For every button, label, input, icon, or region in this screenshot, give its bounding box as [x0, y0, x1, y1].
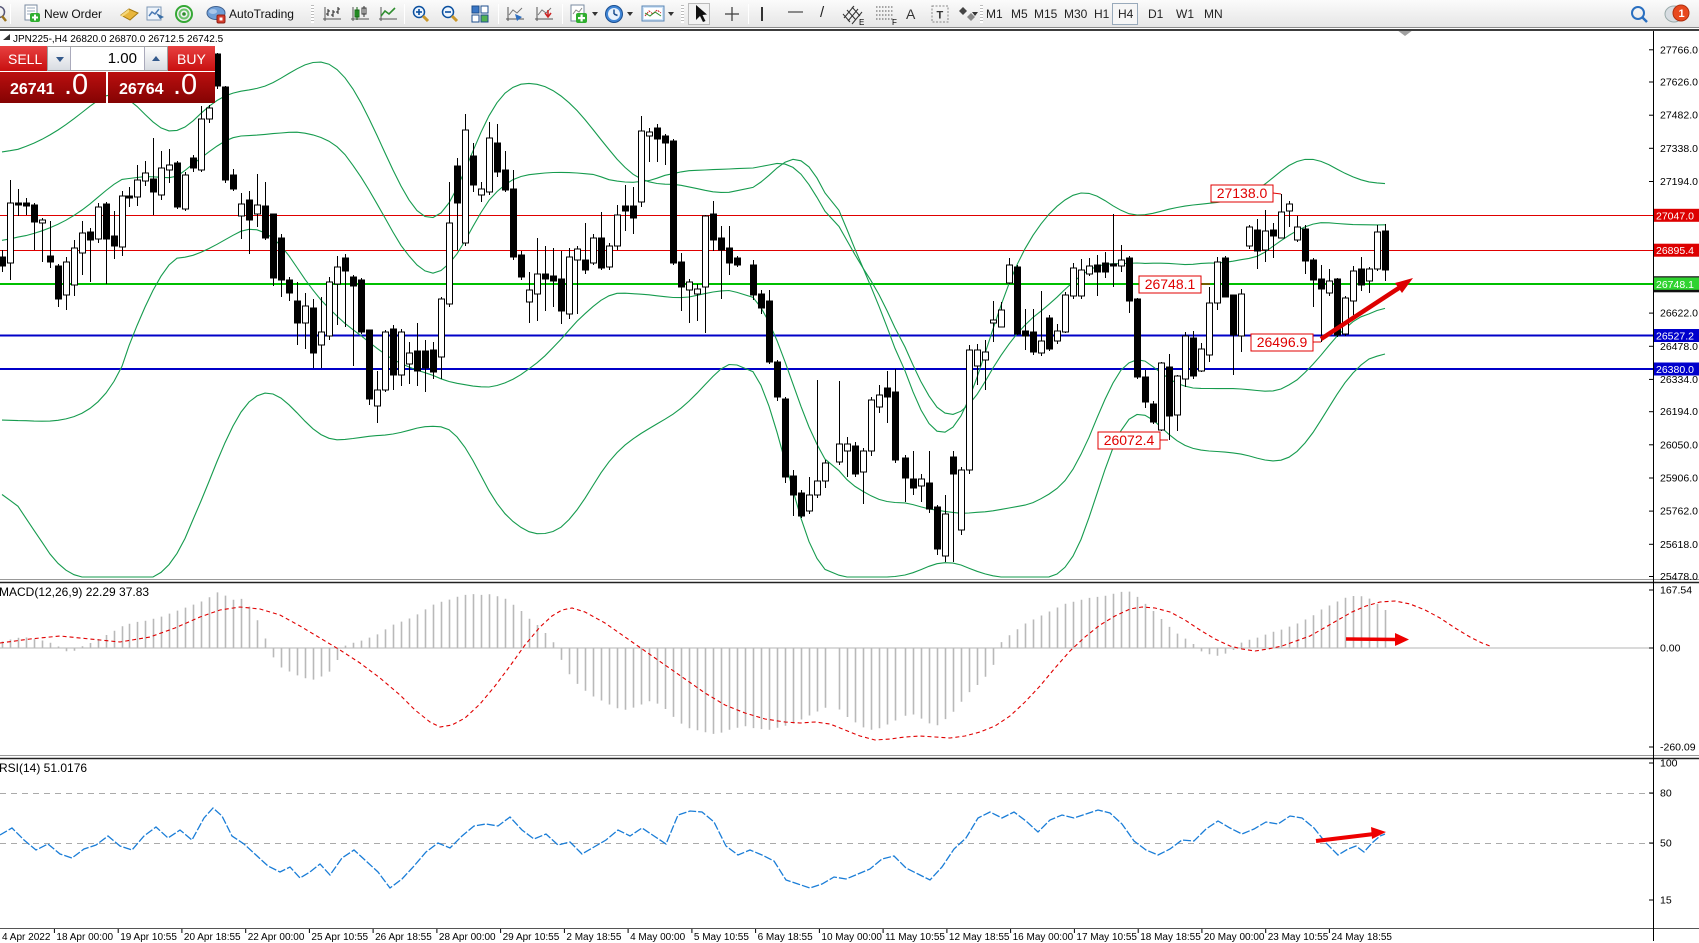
svg-text:4 May 00:00: 4 May 00:00	[630, 932, 685, 943]
svg-text:27338.0: 27338.0	[1660, 143, 1698, 155]
svg-text:25906.0: 25906.0	[1660, 473, 1698, 485]
svg-text:2 May 18:55: 2 May 18:55	[566, 932, 621, 943]
svg-text:27626.0: 27626.0	[1660, 77, 1698, 89]
svg-text:23 May 10:55: 23 May 10:55	[1268, 932, 1329, 943]
svg-text:26334.0: 26334.0	[1660, 374, 1698, 386]
svg-text:26380.0: 26380.0	[1656, 364, 1694, 376]
svg-text:29 Apr 10:55: 29 Apr 10:55	[503, 932, 560, 943]
svg-text:26072.4: 26072.4	[1104, 432, 1155, 448]
svg-text:50: 50	[1660, 838, 1672, 850]
svg-text:18 May 18:55: 18 May 18:55	[1140, 932, 1201, 943]
svg-text:JPN225-,H4 26820.0 26870.0 26: JPN225-,H4 26820.0 26870.0 26712.5 26742…	[13, 34, 224, 45]
svg-text:T: T	[937, 10, 944, 22]
svg-text:0.00: 0.00	[1660, 643, 1681, 655]
svg-text:26194.0: 26194.0	[1660, 406, 1698, 418]
svg-text:27482.0: 27482.0	[1660, 110, 1698, 122]
svg-text:22 Apr 00:00: 22 Apr 00:00	[248, 932, 305, 943]
svg-text:16 May 00:00: 16 May 00:00	[1013, 932, 1074, 943]
svg-text:167.54: 167.54	[1660, 585, 1692, 597]
svg-text:27138.0: 27138.0	[1217, 185, 1268, 201]
svg-text:25762.0: 25762.0	[1660, 506, 1698, 518]
svg-text:F: F	[892, 18, 897, 26]
svg-text:MACD(12,26,9) 22.29 37.83: MACD(12,26,9) 22.29 37.83	[0, 585, 149, 599]
svg-text:26050.0: 26050.0	[1660, 439, 1698, 451]
svg-text:12 May 18:55: 12 May 18:55	[949, 932, 1010, 943]
svg-text:100: 100	[1660, 758, 1678, 770]
svg-text:27047.0: 27047.0	[1656, 210, 1694, 222]
svg-text:27766.0: 27766.0	[1660, 44, 1698, 56]
svg-text:24 May 18:55: 24 May 18:55	[1331, 932, 1392, 943]
svg-text:26527.2: 26527.2	[1656, 331, 1694, 343]
svg-text:26748.1: 26748.1	[1145, 276, 1196, 292]
svg-text:20 Apr 18:55: 20 Apr 18:55	[184, 932, 241, 943]
svg-text:20 May 00:00: 20 May 00:00	[1204, 932, 1265, 943]
svg-text:6 May 18:55: 6 May 18:55	[758, 932, 813, 943]
svg-text:26895.4: 26895.4	[1656, 245, 1694, 257]
svg-text:25478.0: 25478.0	[1660, 571, 1698, 583]
svg-text:RSI(14) 51.0176: RSI(14) 51.0176	[0, 761, 87, 775]
svg-text:E: E	[859, 18, 864, 26]
svg-text:26496.9: 26496.9	[1257, 334, 1308, 350]
svg-text:26 Apr 18:55: 26 Apr 18:55	[375, 932, 432, 943]
svg-text:25618.0: 25618.0	[1660, 539, 1698, 551]
svg-text:17 May 10:55: 17 May 10:55	[1076, 932, 1137, 943]
svg-text:11 May 10:55: 11 May 10:55	[885, 932, 945, 943]
svg-text:27194.0: 27194.0	[1660, 176, 1698, 188]
svg-text:-260.09: -260.09	[1660, 742, 1696, 754]
svg-text:15: 15	[1660, 895, 1672, 907]
svg-text:25 Apr 10:55: 25 Apr 10:55	[311, 932, 368, 943]
svg-text:26748.1: 26748.1	[1656, 279, 1694, 291]
svg-text:28 Apr 00:00: 28 Apr 00:00	[439, 932, 496, 943]
svg-text:19 Apr 10:55: 19 Apr 10:55	[120, 932, 177, 943]
svg-text:5 May 10:55: 5 May 10:55	[694, 932, 749, 943]
svg-text:26478.0: 26478.0	[1660, 341, 1698, 353]
svg-text:26622.0: 26622.0	[1660, 308, 1698, 320]
svg-text:4 Apr 2022: 4 Apr 2022	[2, 932, 51, 943]
svg-text:1: 1	[1679, 8, 1685, 20]
svg-text:18 Apr 00:00: 18 Apr 00:00	[56, 932, 113, 943]
svg-text:80: 80	[1660, 788, 1672, 800]
svg-text:10 May 00:00: 10 May 00:00	[821, 932, 882, 943]
